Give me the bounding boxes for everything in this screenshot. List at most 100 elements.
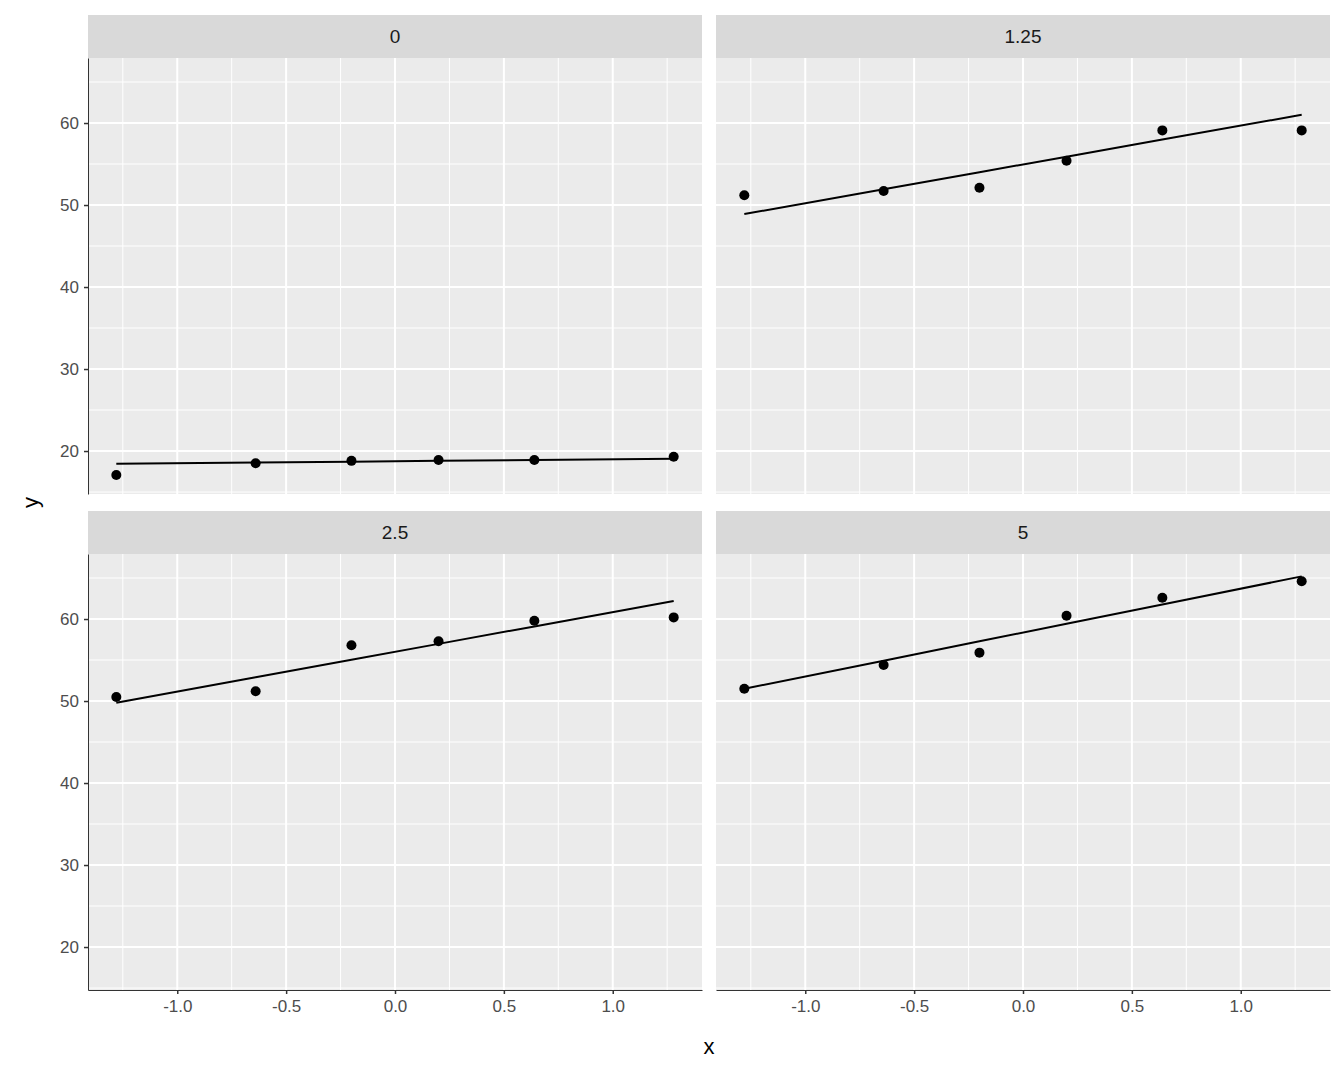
plot-area xyxy=(111,452,678,480)
tick-mark xyxy=(504,990,506,994)
tick-mark xyxy=(84,865,88,867)
tick: 50 xyxy=(60,692,88,711)
tick-mark xyxy=(84,947,88,949)
tick: -0.5 xyxy=(900,990,929,1016)
tick-mark xyxy=(1132,990,1134,994)
plot-area xyxy=(739,115,1306,214)
tick-label: 20 xyxy=(60,938,79,957)
point xyxy=(251,686,261,696)
point xyxy=(974,183,984,193)
tick-label: 0.0 xyxy=(384,997,408,1016)
tick-label: -1.0 xyxy=(791,997,820,1016)
tick-mark xyxy=(84,619,88,621)
plot-area xyxy=(111,601,678,703)
tick: 1.0 xyxy=(601,990,625,1016)
tick: 30 xyxy=(60,360,88,379)
grid-line xyxy=(716,618,1330,620)
point xyxy=(346,640,356,650)
tick-label: -0.5 xyxy=(900,997,929,1016)
tick-mark xyxy=(612,990,614,994)
tick-label: 30 xyxy=(60,360,79,379)
fit-line xyxy=(744,115,1301,214)
tick-label: 40 xyxy=(60,774,79,793)
tick-label: 1.0 xyxy=(1229,997,1253,1016)
strip xyxy=(88,511,702,554)
x-axis: -1.0 -0.5 0.0 0.5 1.0 xyxy=(89,990,703,1016)
point xyxy=(669,452,679,462)
tick-label: 40 xyxy=(60,278,79,297)
tick: -1.0 xyxy=(163,990,192,1016)
grid-line xyxy=(716,204,1330,206)
panel: 02030405060 xyxy=(60,15,702,495)
x-axis: -1.0 -0.5 0.0 0.5 1.0 xyxy=(717,990,1331,1016)
grid-line xyxy=(716,450,1330,452)
point xyxy=(974,648,984,658)
tick: 0.0 xyxy=(1012,990,1036,1016)
strip xyxy=(716,15,1330,58)
strip xyxy=(716,511,1330,554)
grid-line xyxy=(716,864,1330,866)
grid-line xyxy=(88,618,702,620)
panel-background xyxy=(88,554,702,990)
tick-mark xyxy=(84,451,88,453)
strip-title: 0 xyxy=(390,26,401,47)
tick: 1.0 xyxy=(1229,990,1253,1016)
grid-line xyxy=(88,864,702,866)
tick: 0.5 xyxy=(1121,990,1145,1016)
plot-area xyxy=(739,576,1306,693)
y-axis: 20 30 40 50 60 xyxy=(60,555,88,991)
axis-line xyxy=(88,555,89,991)
grid-line xyxy=(88,122,702,124)
tick-label: -1.0 xyxy=(163,997,192,1016)
tick: -0.5 xyxy=(272,990,301,1016)
tick-mark xyxy=(1240,990,1242,994)
tick-label: 60 xyxy=(60,114,79,133)
panel-background xyxy=(88,58,702,494)
grid-line xyxy=(88,286,702,288)
fit-line xyxy=(116,459,673,464)
tick-mark xyxy=(1023,990,1025,994)
point xyxy=(1157,125,1167,135)
point xyxy=(1157,593,1167,603)
panel-background xyxy=(716,554,1330,990)
fit-line xyxy=(744,576,1301,688)
tick: 0.0 xyxy=(384,990,408,1016)
tick: -1.0 xyxy=(791,990,820,1016)
grid-line xyxy=(716,782,1330,784)
tick-label: 60 xyxy=(60,610,79,629)
tick-mark xyxy=(805,990,807,994)
tick-mark xyxy=(84,123,88,125)
point xyxy=(529,616,539,626)
tick-label: 0.5 xyxy=(493,997,517,1016)
tick: 60 xyxy=(60,610,88,629)
grid-line xyxy=(716,700,1330,702)
tick-label: 50 xyxy=(60,692,79,711)
tick: 40 xyxy=(60,774,88,793)
point xyxy=(669,612,679,622)
x-axis-title: x xyxy=(704,1034,715,1059)
grid-line xyxy=(716,946,1330,948)
point xyxy=(1297,125,1307,135)
tick-mark xyxy=(177,990,179,994)
strip xyxy=(88,15,702,58)
tick-label: 0.5 xyxy=(1121,997,1145,1016)
tick-mark xyxy=(84,783,88,785)
grid-line xyxy=(88,700,702,702)
tick: 30 xyxy=(60,856,88,875)
grid-line xyxy=(88,782,702,784)
tick-label: -0.5 xyxy=(272,997,301,1016)
tick-label: 30 xyxy=(60,856,79,875)
tick-label: 0.0 xyxy=(1012,997,1036,1016)
point xyxy=(739,190,749,200)
tick-mark xyxy=(84,287,88,289)
tick-mark xyxy=(914,990,916,994)
tick: 20 xyxy=(60,938,88,957)
grid-line xyxy=(88,368,702,370)
grid-line xyxy=(716,122,1330,124)
point xyxy=(111,470,121,480)
strip-title: 1.25 xyxy=(1005,26,1042,47)
tick: 40 xyxy=(60,278,88,297)
tick-mark xyxy=(84,701,88,703)
tick: 0.5 xyxy=(493,990,517,1016)
panel: 5-1.0-0.50.00.51.0 xyxy=(716,511,1331,1016)
